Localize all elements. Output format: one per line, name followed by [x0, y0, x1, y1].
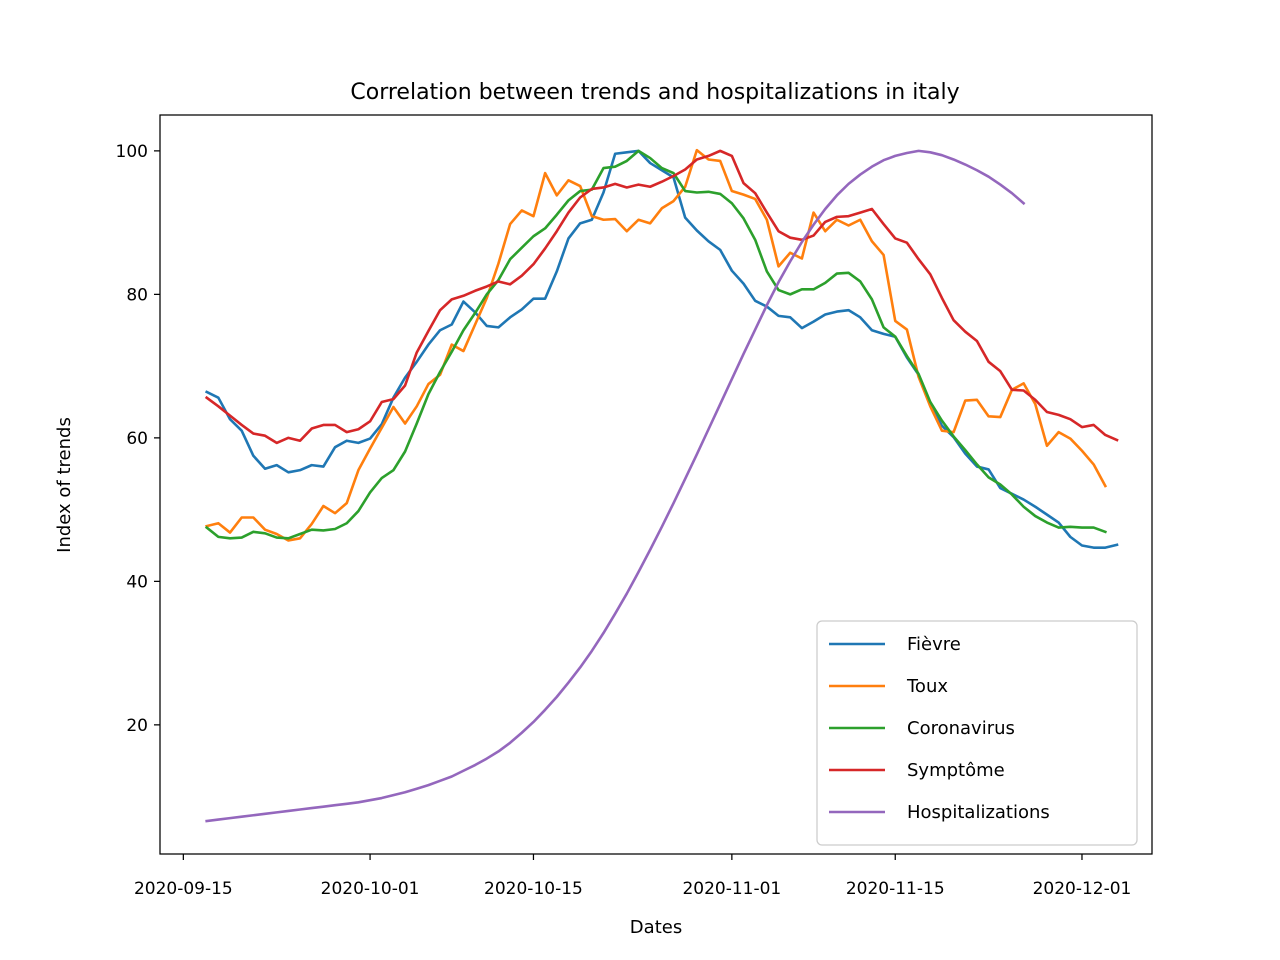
x-tick-label: 2020-10-15 — [484, 879, 583, 899]
x-tick-label: 2020-09-15 — [134, 879, 233, 899]
series-line-symptome — [204, 149, 1119, 445]
x-axis-ticks: 2020-09-15 2020-10-01 2020-10-15 2020-11-01… — [134, 854, 1131, 899]
legend-box — [816, 620, 1138, 846]
x-axis-label: Dates — [630, 917, 682, 938]
y-axis-label: Index of trends — [54, 417, 75, 553]
y-tick-label: 40 — [126, 572, 148, 592]
x-tick-label: 2020-11-15 — [846, 879, 945, 899]
x-tick-label: 2020-10-01 — [321, 879, 420, 899]
series-line-fievre — [204, 149, 1119, 549]
y-tick-label: 60 — [126, 429, 148, 449]
legend-label-coronavirus: Coronavirus — [907, 718, 1015, 739]
series-line-hospitalizations — [205, 149, 1026, 823]
x-tick-label: 2020-12-01 — [1033, 879, 1132, 899]
plot-area — [159, 114, 1153, 855]
x-tick-label: 2020-11-01 — [682, 879, 781, 899]
series-line-toux — [205, 148, 1108, 542]
series-lines — [204, 148, 1119, 823]
chart-title: Correlation between trends and hospitali… — [350, 80, 959, 105]
legend-label-fievre: Fièvre — [907, 634, 961, 655]
y-tick-label: 80 — [126, 285, 148, 305]
y-tick-label: 100 — [116, 142, 148, 162]
y-axis-ticks: 20 40 60 80 100 — [116, 142, 160, 736]
legend-label-toux: Toux — [906, 676, 948, 697]
legend-label-symptome: Symptôme — [907, 760, 1005, 781]
y-tick-label: 20 — [126, 716, 148, 736]
legend-label-hospitalizations: Hospitalizations — [907, 802, 1050, 823]
series-line-coronavirus — [204, 149, 1107, 540]
plot-frame — [159, 114, 1153, 855]
legend: Fièvre Toux Coronavirus Symptôme Hospitaliza… — [816, 620, 1138, 846]
